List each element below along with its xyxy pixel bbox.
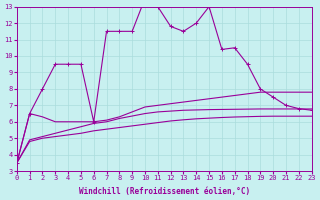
X-axis label: Windchill (Refroidissement éolien,°C): Windchill (Refroidissement éolien,°C): [79, 187, 250, 196]
